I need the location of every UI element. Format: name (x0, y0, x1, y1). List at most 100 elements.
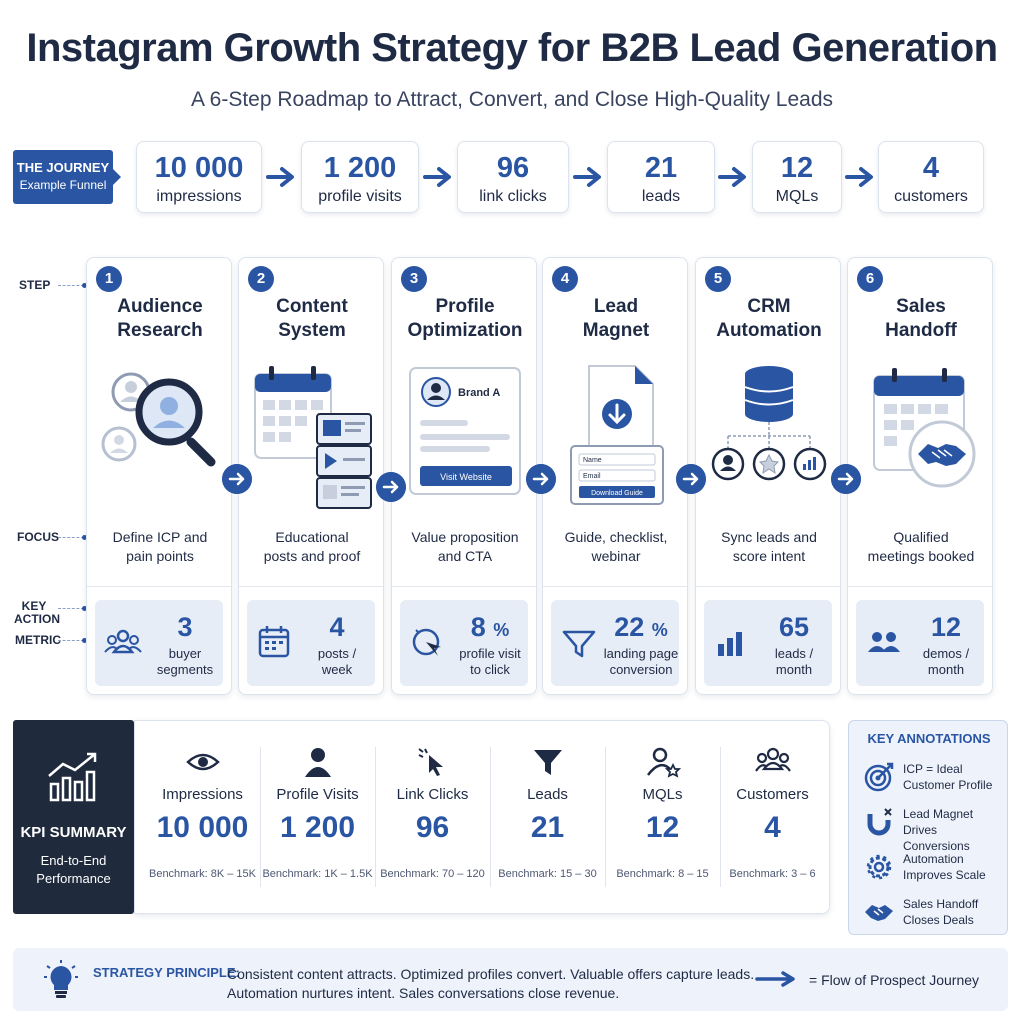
svg-text:Download Guide: Download Guide (591, 490, 643, 497)
people-icon (104, 629, 142, 654)
metric-label: leads / month (774, 646, 814, 677)
svg-text:Brand A: Brand A (458, 387, 500, 399)
click-icon (412, 628, 441, 656)
kpi-mqls: MQLs 12 Benchmark: 8 – 15 (605, 721, 720, 915)
annotation-text: Sales Handoff Closes Deals (903, 897, 979, 927)
calendar-icon (258, 626, 290, 658)
annotation-item: Lead Magnet Drives Conversions (863, 804, 1007, 853)
row-label-metric: METRIC (15, 633, 61, 647)
handshake-icon (865, 905, 893, 921)
step-metric: 8 % profile visit to click (400, 600, 528, 686)
metric-label: profile visit to click (459, 646, 521, 677)
step-title: CRM Automation (716, 296, 822, 341)
kpi-benchmark: Benchmark: 70 – 120 (380, 868, 485, 880)
step-number: 1 (96, 266, 122, 292)
row-label-step: STEP (19, 278, 51, 292)
kpi-summary-panel: KPI SUMMARY End-to-End Performance (13, 720, 134, 914)
profile-card-icon: Brand A Visit Website (409, 367, 521, 495)
funnel-label: leads (641, 188, 681, 205)
funnel-label: impressions (156, 188, 242, 205)
svg-text:Name: Name (583, 457, 602, 464)
row-connector-dot (82, 283, 87, 288)
step-card-lead-magnet: 4 Lead Magnet Name Email Download Guide G… (542, 257, 688, 695)
journey-badge: THE JOURNEY Example Funnel (13, 150, 121, 204)
kpi-value: 12 (645, 811, 680, 844)
principle-label: STRATEGY PRINCIPLE: (93, 965, 240, 980)
row-connector (58, 537, 84, 538)
kpi-label: Profile Visits (276, 786, 359, 803)
step-arrow-icon (831, 464, 861, 494)
flow-arrow-icon (423, 165, 455, 189)
metric-value: 65 (778, 612, 810, 642)
gear-icon (866, 854, 892, 880)
kpi-subtitle: End-to-End Performance (36, 853, 111, 886)
kpi-benchmark: Benchmark: 3 – 6 (729, 868, 816, 880)
kpi-title: KPI SUMMARY (20, 824, 127, 841)
row-connector-dot (82, 638, 87, 643)
kpi-value: 4 (764, 811, 781, 844)
kpi-value: 21 (530, 811, 565, 844)
step-metric: 22 % landing page conversion (551, 600, 679, 686)
row-connector-dot (82, 606, 87, 611)
download-document-icon: Name Email Download Guide (570, 365, 664, 505)
row-connector (58, 640, 84, 641)
step-title: Content System (276, 296, 348, 341)
annotation-item: ICP = Ideal Customer Profile (863, 759, 1007, 799)
funnel-stage: 96 link clicks (457, 141, 569, 213)
step-focus: Guide, checklist, webinar (564, 529, 668, 564)
funnel-label: MQLs (775, 188, 819, 205)
annotations-title: KEY ANNOTATIONS (867, 731, 991, 746)
step-metric: 65 leads / month (704, 600, 832, 686)
metric-label: landing page conversion (603, 646, 679, 677)
kpi-label: Customers (736, 786, 809, 803)
funnel-stage: 10 000 impressions (136, 141, 262, 213)
step-card-audience-research: 1 Audience Research Define ICP and pain po… (86, 257, 232, 695)
kpi-customers: Customers 4 Benchmark: 3 – 6 (715, 721, 830, 915)
row-connector (58, 285, 84, 286)
funnel-value: 4 (922, 152, 940, 184)
step-focus: Sync leads and score intent (721, 529, 817, 564)
funnel-value: 12 (780, 152, 814, 184)
step-metric: 4 posts / week (247, 600, 375, 686)
kpi-impressions: Impressions 10 000 Benchmark: 8K – 15K (145, 721, 260, 915)
step-focus: Value proposition and CTA (411, 529, 519, 564)
metric-value: 12 (930, 612, 962, 642)
row-connector-dot (82, 535, 87, 540)
flow-arrow-icon (718, 165, 750, 189)
lightbulb-icon (44, 960, 78, 998)
eye-icon (186, 753, 220, 771)
step-card-crm-automation: 5 CRM Automation Sync leads and score inte… (695, 257, 841, 695)
funnel-label: link clicks (479, 188, 547, 205)
strategy-principle-bar: STRATEGY PRINCIPLE: Consistent content a… (13, 948, 1008, 1011)
metric-label: buyer segments (156, 646, 214, 677)
target-icon (864, 762, 894, 792)
step-number: 6 (857, 266, 883, 292)
step-arrow-icon (526, 464, 556, 494)
funnel-stage: 12 MQLs (752, 141, 842, 213)
bar-chart-icon (718, 632, 742, 656)
step-arrow-icon (676, 464, 706, 494)
row-label-key-action: KEY ACTION (14, 599, 60, 626)
kpi-value: 10 000 (156, 811, 249, 844)
group-icon (755, 747, 791, 772)
trend-chart-icon (48, 752, 97, 802)
principle-text: Consistent content attracts. Optimized p… (227, 966, 755, 1001)
kpi-leads: Leads 21 Benchmark: 15 – 30 (490, 721, 605, 915)
database-sync-icon (711, 366, 827, 481)
annotation-text: Lead Magnet Drives Conversions (903, 807, 974, 853)
kpi-benchmark: Benchmark: 8K – 15K (148, 868, 256, 880)
journey-title: THE JOURNEY (16, 160, 110, 175)
annotation-item: Sales Handoff Closes Deals (863, 894, 1007, 934)
step-arrow-icon (376, 472, 406, 502)
kpi-profile-visits: Profile Visits 1 200 Benchmark: 1K – 1.5… (260, 721, 375, 915)
kpi-label: MQLs (642, 786, 683, 803)
funnel-value: 96 (496, 152, 530, 184)
page-title: Instagram Growth Strategy for B2B Lead G… (26, 26, 998, 70)
team-icon (868, 632, 900, 652)
step-title: Sales Handoff (885, 296, 957, 341)
cursor-icon (418, 748, 443, 776)
flow-arrow-icon (573, 165, 605, 189)
flow-arrow-icon (266, 165, 298, 189)
step-number: 4 (552, 266, 578, 292)
user-icon (305, 748, 331, 777)
